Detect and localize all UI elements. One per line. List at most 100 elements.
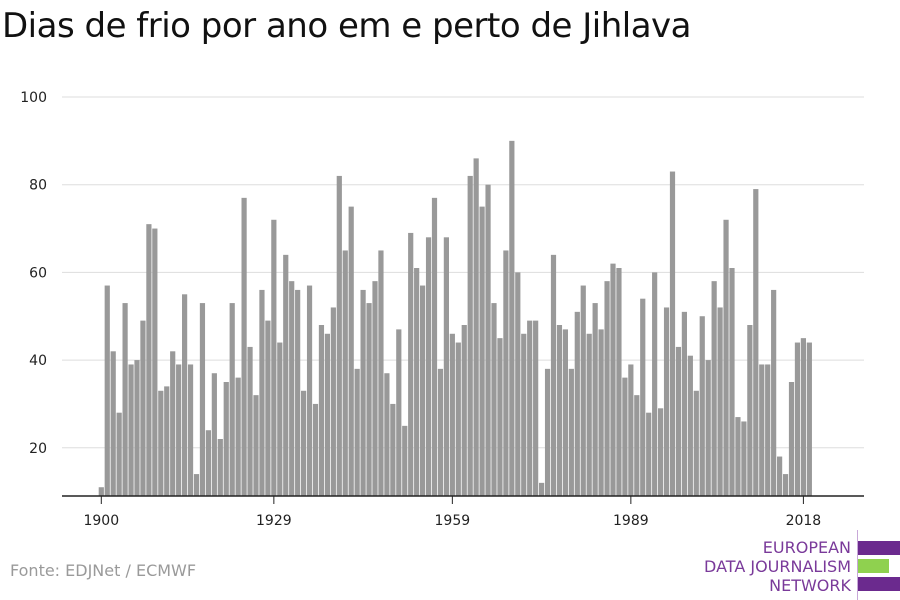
bar-1992	[646, 412, 652, 496]
bar-1978	[562, 329, 568, 496]
bar-2012	[765, 364, 771, 496]
y-tick-label: 40	[29, 353, 47, 369]
x-tick-label: 1959	[435, 513, 471, 529]
logo-bar-green	[858, 559, 889, 573]
x-tick-label: 1900	[83, 513, 119, 529]
bar-2019	[806, 342, 812, 496]
bar-1902	[110, 351, 116, 496]
bar-1953	[414, 268, 420, 496]
x-axis-ticks: 1900 1929 1959 1989 2018	[83, 496, 821, 529]
bar-1952	[408, 232, 414, 497]
bar-1969	[509, 140, 515, 496]
bar-1987	[616, 268, 622, 496]
bar-1967	[497, 338, 503, 496]
bar-1931	[283, 254, 289, 496]
bar-1959	[449, 333, 455, 496]
bar-1909	[152, 228, 158, 497]
bar-1922	[229, 303, 235, 496]
bar-1991	[640, 298, 646, 496]
bar-1917	[199, 303, 206, 496]
bar-1925	[247, 346, 253, 496]
bar-1920	[217, 439, 223, 496]
bar-1981	[580, 285, 586, 496]
bar-1956	[431, 197, 438, 496]
bar-1916	[193, 474, 200, 496]
y-tick-label: 100	[20, 90, 47, 106]
bar-1904	[122, 303, 128, 496]
bar-2007	[735, 417, 741, 496]
bar-1994	[658, 408, 664, 496]
bar-1946	[372, 281, 378, 496]
bar-1988	[622, 377, 628, 496]
x-tick-label: 1929	[256, 513, 292, 529]
bar-1912	[170, 351, 176, 496]
bar-1968	[503, 250, 509, 496]
bar-1997	[675, 346, 682, 496]
bar-1958	[443, 237, 449, 496]
logo-line-1: EUROPEAN	[762, 538, 851, 557]
bar-1957	[437, 368, 444, 496]
bar-1964	[479, 206, 485, 496]
y-tick-label: 20	[29, 441, 47, 457]
bar-2016	[788, 382, 795, 496]
bar-2005	[723, 219, 729, 496]
bar-1986	[610, 263, 616, 496]
bar-1941	[342, 250, 348, 496]
bar-1973	[533, 320, 539, 496]
bar-1993	[652, 272, 658, 496]
bar-1914	[182, 294, 188, 496]
logo-line-2: DATA JOURNALISM	[704, 557, 851, 576]
bar-1947	[378, 250, 384, 496]
bar-1939	[330, 307, 336, 496]
bar-1954	[420, 285, 426, 496]
bar-1927	[259, 289, 265, 496]
bar-1962	[467, 175, 473, 497]
bar-2002	[705, 360, 711, 496]
bar-1923	[235, 377, 241, 496]
bar-1961	[461, 325, 467, 496]
bar-2000	[693, 390, 699, 496]
bar-1955	[425, 237, 432, 496]
bar-1936	[312, 403, 319, 496]
y-axis-ticks: 20 40 60 80 100	[20, 90, 47, 457]
bar-1999	[687, 355, 693, 496]
bar-1938	[324, 333, 330, 496]
bar-2009	[747, 325, 753, 496]
y-tick-label: 60	[29, 265, 47, 281]
bar-1990	[634, 395, 640, 496]
bars	[98, 140, 812, 497]
bar-1983	[592, 303, 598, 496]
bar-2004	[717, 307, 723, 496]
bar-1998	[681, 311, 687, 496]
bar-1928	[265, 320, 271, 496]
source-note: Fonte: EDJNet / ECMWF	[10, 561, 197, 580]
bar-1945	[366, 303, 372, 496]
bar-2008	[741, 421, 747, 496]
bar-2015	[782, 474, 789, 496]
bar-1921	[223, 382, 229, 496]
bar-1935	[306, 285, 313, 496]
bar-1971	[521, 333, 527, 496]
bar-1965	[485, 184, 491, 496]
bar-1915	[187, 364, 194, 496]
x-tick-label: 1989	[613, 513, 649, 529]
bar-1910	[158, 390, 164, 496]
bar-1913	[176, 364, 182, 496]
bar-1901	[104, 285, 110, 496]
bar-1996	[669, 171, 676, 497]
y-tick-label: 80	[29, 178, 47, 194]
bar-2013	[771, 289, 777, 496]
x-tick-label: 2018	[786, 513, 822, 529]
bar-1926	[253, 395, 259, 496]
logo-line-3: NETWORK	[769, 576, 851, 595]
bar-1905	[128, 364, 134, 496]
bar-1911	[164, 386, 170, 496]
bar-1944	[360, 289, 366, 496]
bar-1960	[455, 342, 461, 496]
bar-2006	[729, 268, 735, 496]
bar-1948	[384, 373, 390, 496]
bar-1903	[116, 412, 122, 496]
bar-1929	[271, 219, 277, 496]
bar-1985	[604, 281, 610, 496]
